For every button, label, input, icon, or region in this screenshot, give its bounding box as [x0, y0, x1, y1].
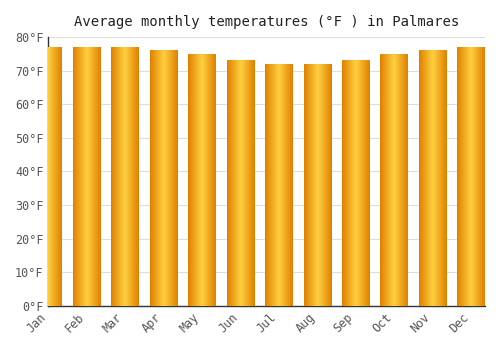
Title: Average monthly temperatures (°F ) in Palmares: Average monthly temperatures (°F ) in Pa…: [74, 15, 460, 29]
